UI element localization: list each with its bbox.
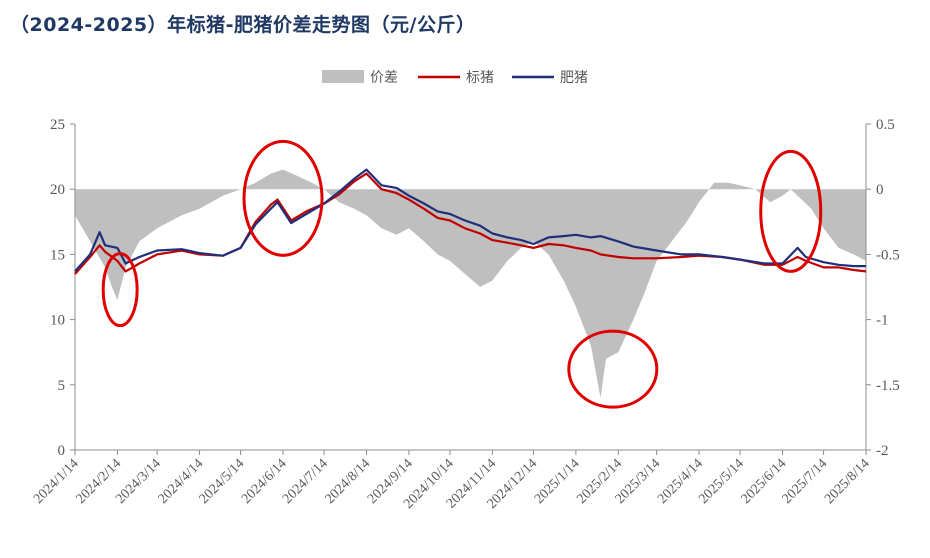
y-right-tick-label: -1 — [876, 313, 889, 329]
fat-pig-line — [74, 168, 866, 273]
legend-label-fat-pig: 肥猪 — [560, 70, 588, 86]
y-left-tick-label: 5 — [58, 378, 66, 394]
y-left-tick-label: 15 — [50, 247, 65, 263]
y-left-tick-label: 0 — [58, 443, 66, 459]
highlight-ellipse — [242, 139, 324, 257]
legend: 价差 标猪 肥猪 — [322, 70, 588, 86]
y-right-tick-label: -2 — [876, 443, 889, 459]
annotation-layer — [101, 139, 823, 409]
x-tick-label: 2024/8/14 — [323, 456, 374, 507]
y-right-tick-label: -0.5 — [876, 247, 900, 263]
y-right-tick-label: -1.5 — [876, 378, 900, 394]
price-diff-area — [75, 169, 866, 398]
highlight-ellipse — [567, 329, 659, 409]
y-left-tick-label: 10 — [50, 313, 65, 329]
highlight-ellipse — [101, 252, 139, 328]
legend-label-standard-pig: 标猪 — [466, 70, 494, 86]
y-left-tick-label: 25 — [50, 117, 65, 133]
axes-layer: 0 5 10 15 20 25 -2 -1.5 -1 -0.5 0 0.5 2024/1/14 2024/… — [31, 117, 900, 512]
price-diff-area-layer — [75, 169, 866, 398]
x-tick-label: 2024/1/14 — [31, 456, 82, 507]
y-left-tick-label: 20 — [50, 182, 65, 198]
highlight-ellipse — [759, 149, 823, 273]
x-tick-label: 2025/8/14 — [822, 456, 873, 507]
y-right-tick-label: 0.5 — [876, 117, 895, 133]
price-lines-layer — [74, 168, 867, 275]
chart-title: （2024-2025）年标猪-肥猪价差走势图（元/公斤） — [10, 14, 476, 36]
legend-label-price-diff: 价差 — [370, 70, 398, 86]
legend-swatch-price-diff — [322, 70, 364, 83]
x-tick-label: 2024/5/14 — [197, 456, 248, 507]
x-tick-label: 2025/7/14 — [780, 456, 831, 507]
x-tick-label: 2024/7/14 — [280, 456, 331, 507]
x-tick-label: 2025/5/14 — [696, 456, 747, 507]
x-tick-label: 2025/1/14 — [532, 456, 583, 507]
y-right-tick-label: 0 — [876, 182, 884, 198]
